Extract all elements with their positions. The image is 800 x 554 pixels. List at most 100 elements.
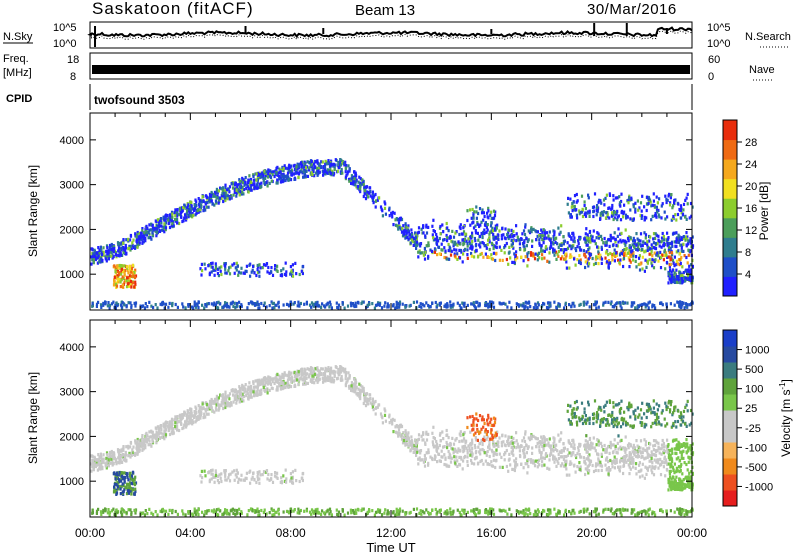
power-cell (677, 277, 680, 281)
power-cell (429, 305, 432, 309)
power-cell (203, 306, 206, 310)
power-cell (666, 255, 669, 259)
velocity-cell (379, 412, 383, 416)
velocity-cell (233, 397, 236, 401)
velocity-cell (396, 431, 399, 435)
power-cell (683, 254, 686, 258)
velocity-cell (321, 376, 324, 380)
power-cell (675, 250, 678, 254)
velocity-cell (446, 433, 449, 437)
power-cell (500, 233, 503, 237)
power-cell (486, 223, 489, 227)
power-cell (228, 272, 232, 276)
power-cell (264, 174, 267, 178)
power-cell (205, 304, 208, 308)
velocity-cell (245, 394, 248, 398)
velocity-cell (142, 447, 145, 451)
power-cell (675, 237, 678, 241)
power-cell (204, 208, 207, 212)
power-cell (98, 260, 101, 264)
velocity-cell (208, 399, 212, 403)
power-cell (118, 263, 121, 268)
power-cell (378, 302, 381, 306)
power-cell (654, 212, 657, 216)
power-cell (685, 244, 688, 248)
power-cell (464, 234, 467, 238)
power-cell (679, 305, 683, 309)
power-cell (287, 175, 290, 179)
power-cell (612, 252, 616, 256)
power-cell (522, 259, 525, 263)
velocity-cell (661, 438, 664, 443)
power-cell (216, 305, 219, 310)
power-cell (146, 305, 149, 309)
power-cell (250, 188, 253, 192)
power-cell (380, 306, 384, 310)
power-cell (443, 238, 446, 242)
power-cell (256, 178, 259, 182)
velocity-cell (203, 412, 206, 416)
power-cell (313, 304, 316, 308)
velocity-cell (224, 396, 227, 400)
power-cell (230, 181, 233, 186)
power-cell (578, 209, 581, 213)
velocity-cell (620, 447, 623, 451)
power-cell (363, 185, 366, 189)
velocity-cell (570, 443, 573, 447)
velocity-cell (354, 386, 357, 390)
velocity-cell (627, 463, 630, 467)
power-cell (293, 177, 296, 181)
power-cell (156, 224, 159, 228)
power-cell (650, 248, 653, 252)
power-cell (268, 172, 271, 176)
velocity-cell (457, 447, 460, 451)
power-cell (324, 172, 327, 176)
velocity-cell (528, 438, 532, 442)
velocity-cell (535, 445, 538, 449)
power-cell (552, 242, 555, 246)
power-cell (561, 248, 564, 252)
power-cell (505, 241, 508, 246)
power-cell (311, 173, 314, 177)
power-cell (483, 231, 486, 236)
power-cell (407, 237, 410, 241)
velocity-cell (127, 444, 130, 448)
power-cell (204, 267, 207, 271)
power-cell (344, 160, 347, 164)
velocity-cell (594, 468, 597, 472)
velocity-cell (436, 445, 439, 450)
power-cell (356, 186, 359, 190)
power-cell (522, 302, 525, 306)
power-cell (632, 217, 635, 221)
velocity-cell (553, 437, 556, 441)
power-cell (264, 176, 267, 181)
velocity-cell (639, 450, 642, 454)
power-cell (118, 271, 121, 275)
power-cell (102, 303, 105, 307)
velocity-cell (440, 449, 443, 453)
power-cell (567, 211, 570, 215)
power-cell (546, 306, 549, 310)
power-cell (595, 306, 598, 310)
power-cell (628, 265, 631, 269)
velocity-cell (668, 458, 671, 462)
power-cell (384, 212, 387, 216)
power-cell (414, 243, 417, 247)
power-cell (93, 255, 96, 259)
velocity-cell (542, 445, 545, 450)
power-cell (579, 260, 582, 265)
power-cell (282, 303, 285, 307)
power-cell (120, 278, 123, 282)
power-cell (665, 253, 668, 257)
power-cell (431, 301, 434, 305)
power-cell (461, 238, 464, 242)
power-cell (269, 169, 272, 173)
velocity-cell (163, 425, 166, 429)
velocity-cell (454, 447, 457, 451)
power-cell (129, 279, 133, 283)
power-cell (240, 185, 243, 189)
power-cell (677, 301, 680, 305)
power-cell (612, 198, 615, 202)
power-cell (271, 173, 274, 177)
power-cell (244, 176, 247, 180)
